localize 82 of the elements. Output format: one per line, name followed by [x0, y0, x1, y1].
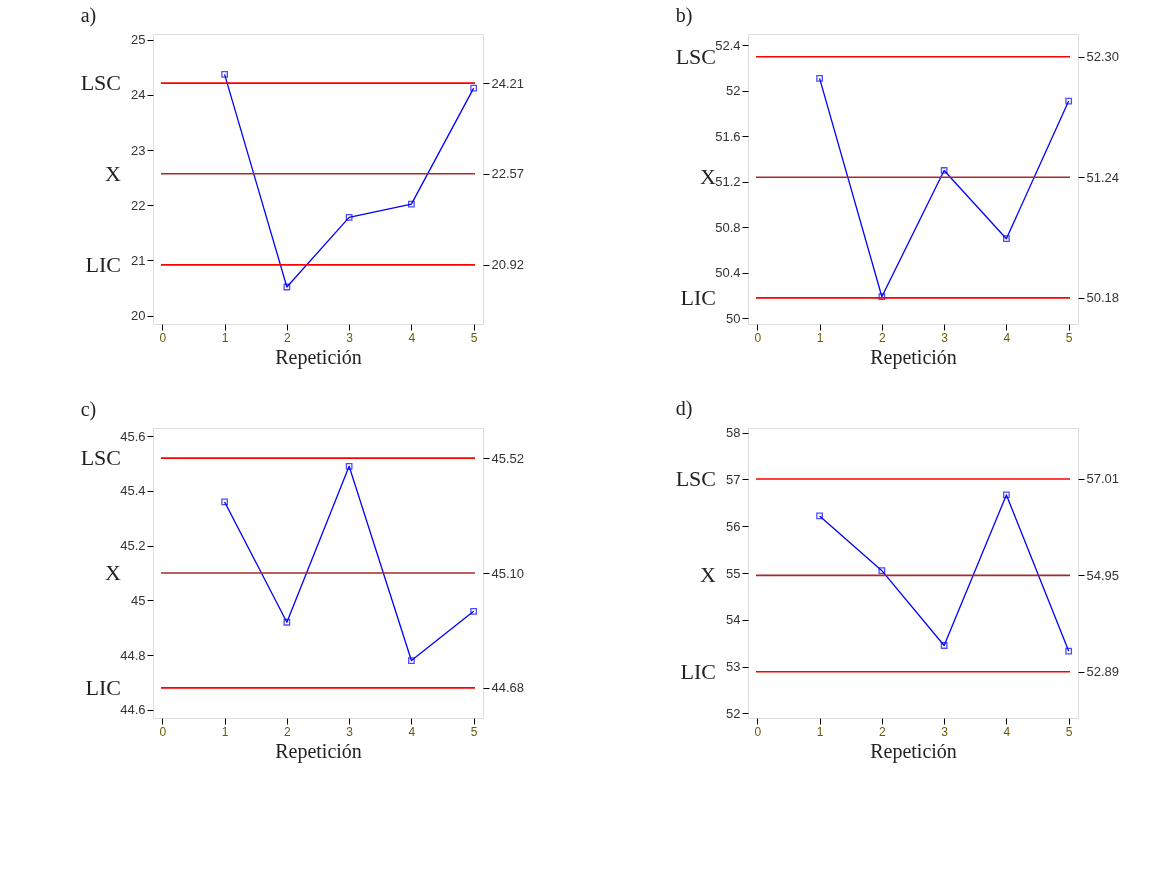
y2-tick-label: 24.21: [491, 75, 525, 91]
y-tick-label: 50.4: [715, 265, 741, 281]
x-tick-label: 5: [1065, 724, 1073, 739]
y-tick-label: 23: [131, 142, 146, 158]
y-tick-label: 52.4: [715, 37, 741, 53]
x-tick-label: 0: [159, 330, 167, 345]
y-tick-label: 50.8: [715, 219, 741, 235]
ref-line-label: LSC: [80, 445, 121, 471]
y-tick-label: 21: [131, 252, 146, 268]
y-tick-label: 52: [726, 83, 741, 99]
y2-tick-label: 44.68: [491, 680, 525, 696]
y-tick-label: 54: [726, 612, 741, 628]
x-tick-label: 1: [221, 724, 229, 739]
ref-line-label: X: [105, 160, 122, 186]
y-tick-label: 44.6: [120, 702, 146, 718]
y2-tick-label: 54.95: [1086, 567, 1120, 583]
ref-line-label: LIC: [680, 284, 716, 310]
x-tick-label: 3: [346, 330, 354, 345]
y-tick-label: 22: [131, 197, 146, 213]
y-tick-label: 24: [131, 87, 146, 103]
y-tick-label: 44.8: [120, 647, 146, 663]
y-tick-label: 25: [131, 32, 146, 48]
y-tick-label: 45: [131, 592, 146, 608]
ref-line-label: LIC: [680, 658, 716, 684]
y-tick-label: 50: [726, 310, 741, 326]
y-tick-label: 55: [726, 565, 741, 581]
x-axis-title: Repetición: [870, 739, 957, 763]
ref-line-label: X: [105, 560, 122, 585]
y2-tick-label: 45.52: [491, 450, 525, 466]
y2-tick-label: 57.01: [1086, 471, 1120, 487]
x-tick-label: 4: [1003, 330, 1011, 345]
ref-line-label: X: [700, 562, 717, 588]
y2-tick-label: 52.30: [1086, 49, 1120, 65]
ref-line-label: LSC: [675, 465, 716, 491]
y-tick-label: 52: [726, 705, 741, 721]
x-tick-label: 2: [879, 330, 887, 345]
x-tick-label: 1: [816, 724, 824, 739]
x-tick-label: 3: [346, 724, 354, 739]
x-tick-label: 2: [284, 724, 292, 739]
y-tick-label: 58: [726, 425, 741, 441]
y-tick-label: 57: [726, 471, 741, 487]
y2-tick-label: 45.10: [491, 565, 525, 581]
y2-tick-label: 22.57: [491, 166, 525, 182]
y-tick-label: 45.2: [120, 538, 146, 554]
x-tick-label: 4: [408, 724, 416, 739]
y2-tick-label: 20.92: [491, 257, 525, 273]
chart-title: d): [675, 396, 693, 420]
x-tick-label: 5: [470, 724, 478, 739]
ref-line-label: LSC: [80, 70, 121, 96]
x-tick-label: 1: [816, 330, 824, 345]
x-tick-label: 2: [284, 330, 292, 345]
ref-line-label: LSC: [675, 43, 716, 69]
y-tick-label: 20: [131, 308, 146, 324]
y2-tick-label: 52.89: [1086, 664, 1120, 680]
y2-tick-label: 50.18: [1086, 290, 1120, 306]
x-tick-label: 5: [1065, 330, 1073, 345]
x-axis-title: Repetición: [870, 345, 957, 369]
ref-line-label: LIC: [85, 674, 121, 700]
x-tick-label: 0: [754, 724, 762, 739]
x-tick-label: 5: [470, 330, 478, 345]
chart-title: b): [675, 4, 693, 27]
x-tick-label: 0: [754, 330, 762, 345]
x-tick-label: 3: [941, 330, 949, 345]
x-tick-label: 3: [941, 724, 949, 739]
x-tick-label: 2: [879, 724, 887, 739]
ref-line-label: LIC: [85, 251, 121, 277]
x-tick-label: 1: [221, 330, 229, 345]
x-tick-label: 4: [408, 330, 416, 345]
chart-title: a): [80, 3, 97, 27]
ref-line-label: X: [700, 164, 717, 190]
y-tick-label: 45.4: [120, 483, 146, 499]
chart-title: c): [80, 398, 97, 421]
y-tick-label: 45.6: [120, 428, 146, 444]
y-tick-label: 51.6: [715, 128, 741, 144]
y-tick-label: 53: [726, 659, 741, 675]
y2-tick-label: 51.24: [1086, 169, 1120, 185]
x-tick-label: 4: [1003, 724, 1011, 739]
x-axis-title: Repetición: [275, 739, 362, 763]
x-axis-title: Repetición: [275, 345, 362, 369]
x-tick-label: 0: [159, 724, 167, 739]
y-tick-label: 51.2: [715, 174, 741, 190]
y-tick-label: 56: [726, 518, 741, 534]
